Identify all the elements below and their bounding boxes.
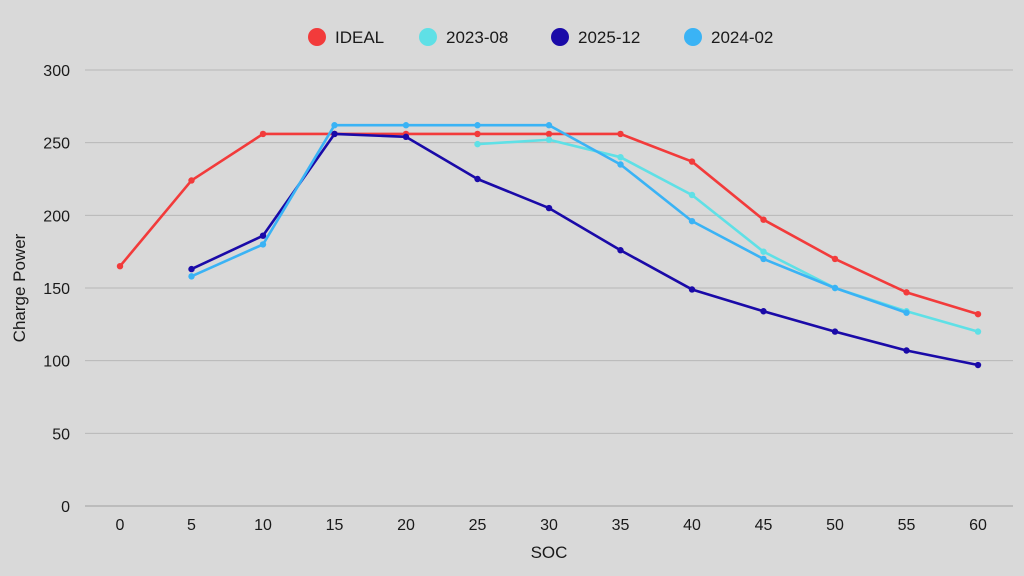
data-point [831, 328, 839, 335]
y-tick-label-250: 250 [43, 136, 70, 153]
x-tick-label-60: 60 [969, 517, 987, 534]
data-point [760, 248, 767, 255]
x-tick-label-25: 25 [469, 517, 487, 534]
y-tick-label-300: 300 [43, 63, 70, 80]
series-lines [116, 122, 982, 369]
data-point [760, 308, 767, 315]
legend-item-2023-08[interactable]: 2023-08 [419, 28, 508, 47]
legend-label: IDEAL [335, 28, 384, 47]
x-tick-label-30: 30 [540, 517, 558, 534]
legend-label: 2024-02 [711, 28, 773, 47]
series-ideal [116, 130, 982, 318]
data-point [474, 140, 481, 148]
data-point [474, 130, 481, 138]
data-point [617, 154, 624, 161]
data-point [331, 122, 338, 129]
x-tick-label-20: 20 [397, 517, 415, 534]
legend-marker-icon [308, 28, 326, 46]
series-2025-12 [188, 130, 982, 369]
data-point [259, 241, 267, 248]
series-line-2025-12 [190, 132, 980, 367]
y-tick-label-150: 150 [43, 281, 70, 298]
data-point [974, 310, 982, 318]
data-point [259, 232, 267, 239]
data-point [831, 284, 839, 292]
axes: 0 50 100 150 200 250 300 0 5 10 15 20 25 30 35 40 45 50 55… [43, 63, 987, 534]
data-point [974, 361, 982, 369]
legend-item-2024-02[interactable]: 2024-02 [684, 28, 773, 47]
data-point [188, 177, 195, 184]
x-tick-label-10: 10 [254, 517, 272, 534]
legend-marker-icon [551, 28, 569, 46]
data-point [688, 191, 696, 199]
data-point [903, 347, 910, 354]
x-tick-label-15: 15 [326, 517, 344, 534]
data-point [617, 161, 624, 168]
data-point [474, 122, 481, 129]
legend-marker-icon [684, 28, 702, 46]
x-tick-label-0: 0 [116, 517, 125, 534]
data-point [617, 247, 624, 254]
data-point [402, 122, 410, 129]
x-tick-label-45: 45 [755, 517, 773, 534]
data-point [688, 158, 696, 165]
data-point [545, 122, 553, 129]
y-tick-label-50: 50 [52, 426, 70, 443]
data-point [688, 286, 696, 293]
data-point [188, 273, 195, 280]
y-tick-label-0: 0 [61, 499, 70, 516]
x-axis-title: SOC [531, 543, 568, 562]
series-line-2023-08 [476, 138, 980, 333]
legend: IDEAL 2023-08 2025-12 2024-02 [308, 28, 773, 47]
data-point [331, 130, 338, 138]
data-point [545, 204, 553, 212]
legend-label: 2023-08 [446, 28, 508, 47]
series-line-ideal [118, 132, 980, 316]
y-tick-label-100: 100 [43, 354, 70, 371]
data-point [903, 309, 910, 316]
legend-label: 2025-12 [578, 28, 640, 47]
y-tick-label-200: 200 [43, 208, 70, 225]
series-line-2024-02 [190, 123, 908, 315]
x-tick-label-50: 50 [826, 517, 844, 534]
data-point [474, 175, 481, 183]
data-point [402, 133, 410, 141]
data-point [974, 328, 982, 335]
data-point [617, 130, 624, 138]
data-point [116, 263, 124, 270]
series-2023-08 [474, 136, 982, 335]
x-tick-label-55: 55 [898, 517, 916, 534]
series-2024-02 [188, 122, 910, 316]
data-point [259, 130, 267, 138]
data-point [760, 255, 767, 263]
legend-item-2025-12[interactable]: 2025-12 [551, 28, 640, 47]
data-point [688, 217, 696, 225]
data-point [760, 216, 767, 223]
x-tick-label-5: 5 [187, 517, 196, 534]
data-point [545, 136, 553, 143]
x-tick-label-40: 40 [683, 517, 701, 534]
data-point [903, 289, 910, 296]
y-axis-title: Charge Power [10, 233, 29, 342]
legend-marker-icon [419, 28, 437, 46]
x-tick-label-35: 35 [612, 517, 630, 534]
data-point [545, 130, 553, 138]
data-point [831, 255, 839, 263]
legend-item-ideal[interactable]: IDEAL [308, 28, 384, 47]
data-point [188, 265, 195, 273]
